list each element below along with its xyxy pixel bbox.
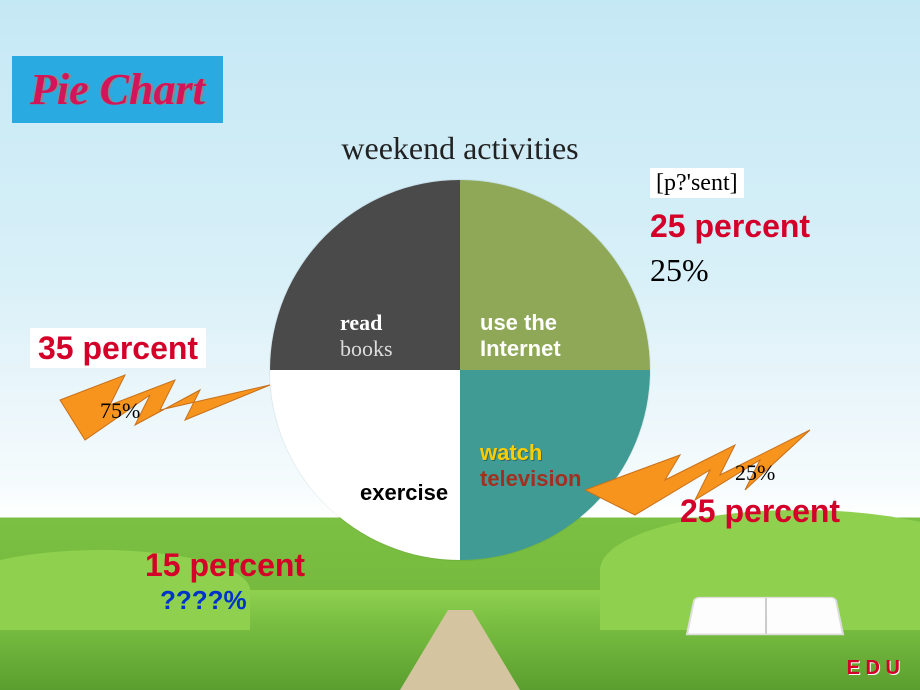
percent-15-red: 15 percent [145, 547, 305, 584]
phonetic-text: [p?'sent] [650, 168, 744, 198]
slice-label-line1: use the [480, 310, 561, 336]
slice-label-line1: exercise [360, 480, 448, 506]
book-stack-icon [690, 590, 840, 670]
lightning-bolt-right: 25% [585, 420, 815, 530]
slice-label-exercise: exercise [360, 480, 448, 506]
title-box: Pie Chart [12, 56, 223, 123]
slice-label-use-internet: use the Internet [480, 310, 561, 363]
page-title: Pie Chart [30, 65, 205, 114]
slice-label-read-books: read books [340, 310, 393, 363]
slice-label-line2: books [340, 336, 393, 362]
chart-title: weekend activities [341, 130, 578, 167]
percent-25-black: 25% [650, 252, 709, 289]
edu-label: E D U [847, 657, 900, 680]
slice-label-line1: watch [480, 440, 581, 466]
bolt-right-label: 25% [735, 460, 775, 486]
lightning-bolt-left: 75% [55, 360, 275, 470]
open-book-icon [686, 597, 844, 635]
slice-label-line1: read [340, 310, 393, 336]
phonetic-annotation: [p?'sent] [650, 170, 744, 197]
percent-25-red-top: 25 percent [650, 208, 810, 245]
slice-label-line2: television [480, 466, 581, 492]
slice-label-line2: Internet [480, 336, 561, 362]
bolt-left-label: 75% [100, 398, 140, 424]
slice-label-watch-television: watch television [480, 440, 581, 493]
question-marks: ????% [160, 585, 247, 616]
